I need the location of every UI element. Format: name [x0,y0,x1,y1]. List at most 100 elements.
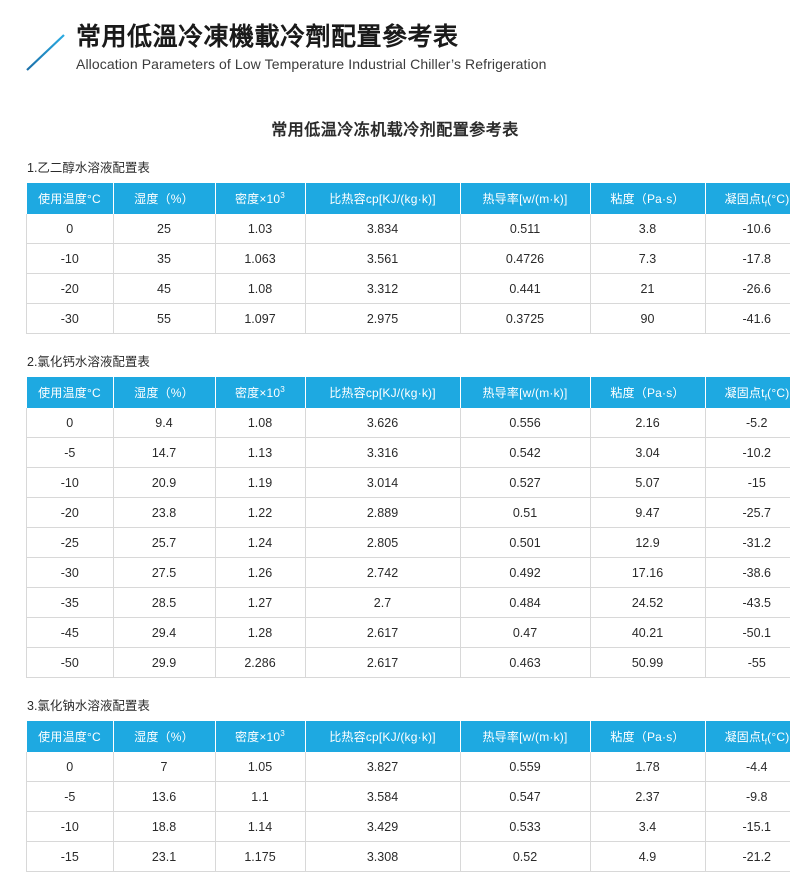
table-row: -20 23.8 1.22 2.889 0.51 9.47 -25.7 [26,497,790,528]
cell-cp: 2.975 [304,303,461,334]
cell-dens: 1.175 [214,841,306,872]
cell-conc: 18.8 [112,811,216,842]
table-row: -30 55 1.097 2.975 0.3725 90 -41.6 [26,303,790,334]
cell-visc: 21 [589,273,706,304]
cell-temp: -45 [26,617,114,648]
cell-temp: 0 [26,408,114,438]
cell-conc: 27.5 [112,557,216,588]
cell-cond: 0.547 [459,781,591,812]
cell-temp: -35 [26,587,114,618]
cell-conc: 55 [112,303,216,334]
column-header-visc: 粘度（Pa·s） [590,377,706,408]
cell-dens: 1.19 [214,467,306,498]
column-header-conc: 湿度（%） [113,377,216,408]
cell-temp: 0 [26,752,114,782]
cell-fp: -26.6 [704,273,790,304]
cell-fp: -21.2 [704,841,790,872]
cell-temp: -10 [26,243,114,274]
section-ethylene-glycol-table: 1.乙二醇水溶液配置表 使用温度°C 湿度（%） 密度×103 比热容cp[KJ/(kg… [26,160,790,334]
cell-cp: 2.742 [304,557,461,588]
column-header-cp: 比热容cp[KJ/(kg·k)] [305,377,461,408]
cell-visc: 12.9 [589,527,706,558]
section-calcium-chloride-table: 2.氯化钙水溶液配置表 使用温度°C 湿度（%） 密度×103 比热容cp[KJ/(kg… [26,354,790,678]
cell-fp: -5.2 [704,408,790,438]
cell-conc: 14.7 [112,437,216,468]
cell-visc: 4.9 [589,841,706,872]
cell-cp: 2.889 [304,497,461,528]
cell-dens: 1.08 [214,408,306,438]
cell-fp: -31.2 [704,527,790,558]
cell-dens: 1.03 [214,214,306,244]
cell-visc: 2.37 [589,781,706,812]
cell-cp: 2.617 [304,617,461,648]
cell-cp: 2.805 [304,527,461,558]
cell-visc: 5.07 [589,467,706,498]
column-header-temp: 使用温度°C [26,183,114,214]
cell-conc: 7 [112,752,216,782]
column-header-cond: 热导率[w/(m·k)] [460,183,591,214]
cell-dens: 1.05 [214,752,306,782]
column-header-conc: 湿度（%） [113,721,216,752]
cell-fp: -43.5 [704,587,790,618]
cell-fp: -38.6 [704,557,790,588]
cell-fp: -9.8 [704,781,790,812]
cell-temp: -25 [26,527,114,558]
cell-cp: 2.7 [304,587,461,618]
cell-cp: 3.014 [304,467,461,498]
cell-cp: 2.617 [304,647,461,678]
cell-temp: -10 [26,467,114,498]
column-header-cond: 热导率[w/(m·k)] [460,377,591,408]
cell-temp: -30 [26,557,114,588]
cell-visc: 9.47 [589,497,706,528]
column-header-dens: 密度×103 [215,377,306,408]
cell-cp: 3.561 [304,243,461,274]
calcium-chloride-table: 使用温度°C 湿度（%） 密度×103 比热容cp[KJ/(kg·k)] 热导率[w/(… [26,377,790,678]
cell-temp: -20 [26,497,114,528]
cell-cp: 3.834 [304,214,461,244]
cell-cond: 0.52 [459,841,591,872]
column-header-cond: 热导率[w/(m·k)] [460,721,591,752]
cell-conc: 45 [112,273,216,304]
sections-host: 1.乙二醇水溶液配置表 使用温度°C 湿度（%） 密度×103 比热容cp[KJ/(kg… [26,160,790,872]
cell-cond: 0.556 [459,408,591,438]
document-body: 常用低温冷冻机载冷剂配置参考表 1.乙二醇水溶液配置表 使用温度°C 湿度（%） 密度… [0,116,790,872]
column-header-dens: 密度×103 [215,183,306,214]
table-header-row: 使用温度°C 湿度（%） 密度×103 比热容cp[KJ/(kg·k)] 热导率[w/(… [26,183,790,214]
cell-cond: 0.4726 [459,243,591,274]
cell-fp: -50.1 [704,617,790,648]
cell-conc: 13.6 [112,781,216,812]
cell-cond: 0.542 [459,437,591,468]
column-header-fp: 凝固点tf(°C) [705,183,790,214]
cell-temp: -5 [26,437,114,468]
cell-cond: 0.484 [459,587,591,618]
cell-cond: 0.492 [459,557,591,588]
table-row: -20 45 1.08 3.312 0.441 21 -26.6 [26,273,790,304]
table-row: -10 18.8 1.14 3.429 0.533 3.4 -15.1 [26,811,790,842]
cell-conc: 20.9 [112,467,216,498]
cell-visc: 2.16 [589,408,706,438]
cell-cp: 3.626 [304,408,461,438]
cell-visc: 3.4 [589,811,706,842]
cell-cp: 3.584 [304,781,461,812]
cell-cond: 0.47 [459,617,591,648]
cell-cp: 3.316 [304,437,461,468]
cell-dens: 1.22 [214,497,306,528]
cell-cp: 3.312 [304,273,461,304]
cell-cp: 3.308 [304,841,461,872]
cell-cond: 0.463 [459,647,591,678]
cell-cond: 0.51 [459,497,591,528]
cell-conc: 23.1 [112,841,216,872]
cell-temp: -10 [26,811,114,842]
table-row: -50 29.9 2.286 2.617 0.463 50.99 -55 [26,647,790,678]
brand-text-block: 常用低溫冷凍機載冷劑配置參考表 Allocation Parameters of… [76,22,790,74]
table-row: 0 9.4 1.08 3.626 0.556 2.16 -5.2 [26,408,790,438]
column-header-temp: 使用温度°C [26,377,114,408]
cell-conc: 9.4 [112,408,216,438]
table-row: -25 25.7 1.24 2.805 0.501 12.9 -31.2 [26,527,790,558]
cell-dens: 1.13 [214,437,306,468]
ethylene-glycol-table: 使用温度°C 湿度（%） 密度×103 比热容cp[KJ/(kg·k)] 热导率[w/(… [26,183,790,334]
table-header-row: 使用温度°C 湿度（%） 密度×103 比热容cp[KJ/(kg·k)] 热导率[w/(… [26,377,790,408]
document-title: 常用低温冷冻机载冷剂配置参考表 [271,122,519,139]
table-row: 0 25 1.03 3.834 0.511 3.8 -10.6 [26,214,790,244]
cell-dens: 1.097 [214,303,306,334]
